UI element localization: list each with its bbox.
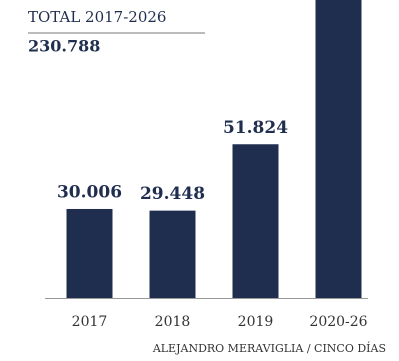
x-tick-label: 2017	[72, 314, 108, 330]
credit: ALEJANDRO MERAVIGLIA / CINCO DÍAS	[152, 341, 386, 355]
x-tick-label: 2018	[155, 314, 191, 330]
bar	[315, 0, 362, 298]
value-label: 30.006	[57, 182, 122, 202]
bar	[66, 208, 113, 298]
total-title: TOTAL 2017-2026	[28, 8, 166, 26]
x-tick-label: 2019	[238, 314, 274, 330]
value-label: 51.824	[223, 118, 288, 138]
bar	[232, 144, 279, 298]
x-tick-label: 2020-26	[309, 314, 367, 330]
total-value: 230.788	[28, 37, 100, 56]
bar	[149, 210, 196, 298]
value-label: 29.448	[140, 184, 205, 204]
